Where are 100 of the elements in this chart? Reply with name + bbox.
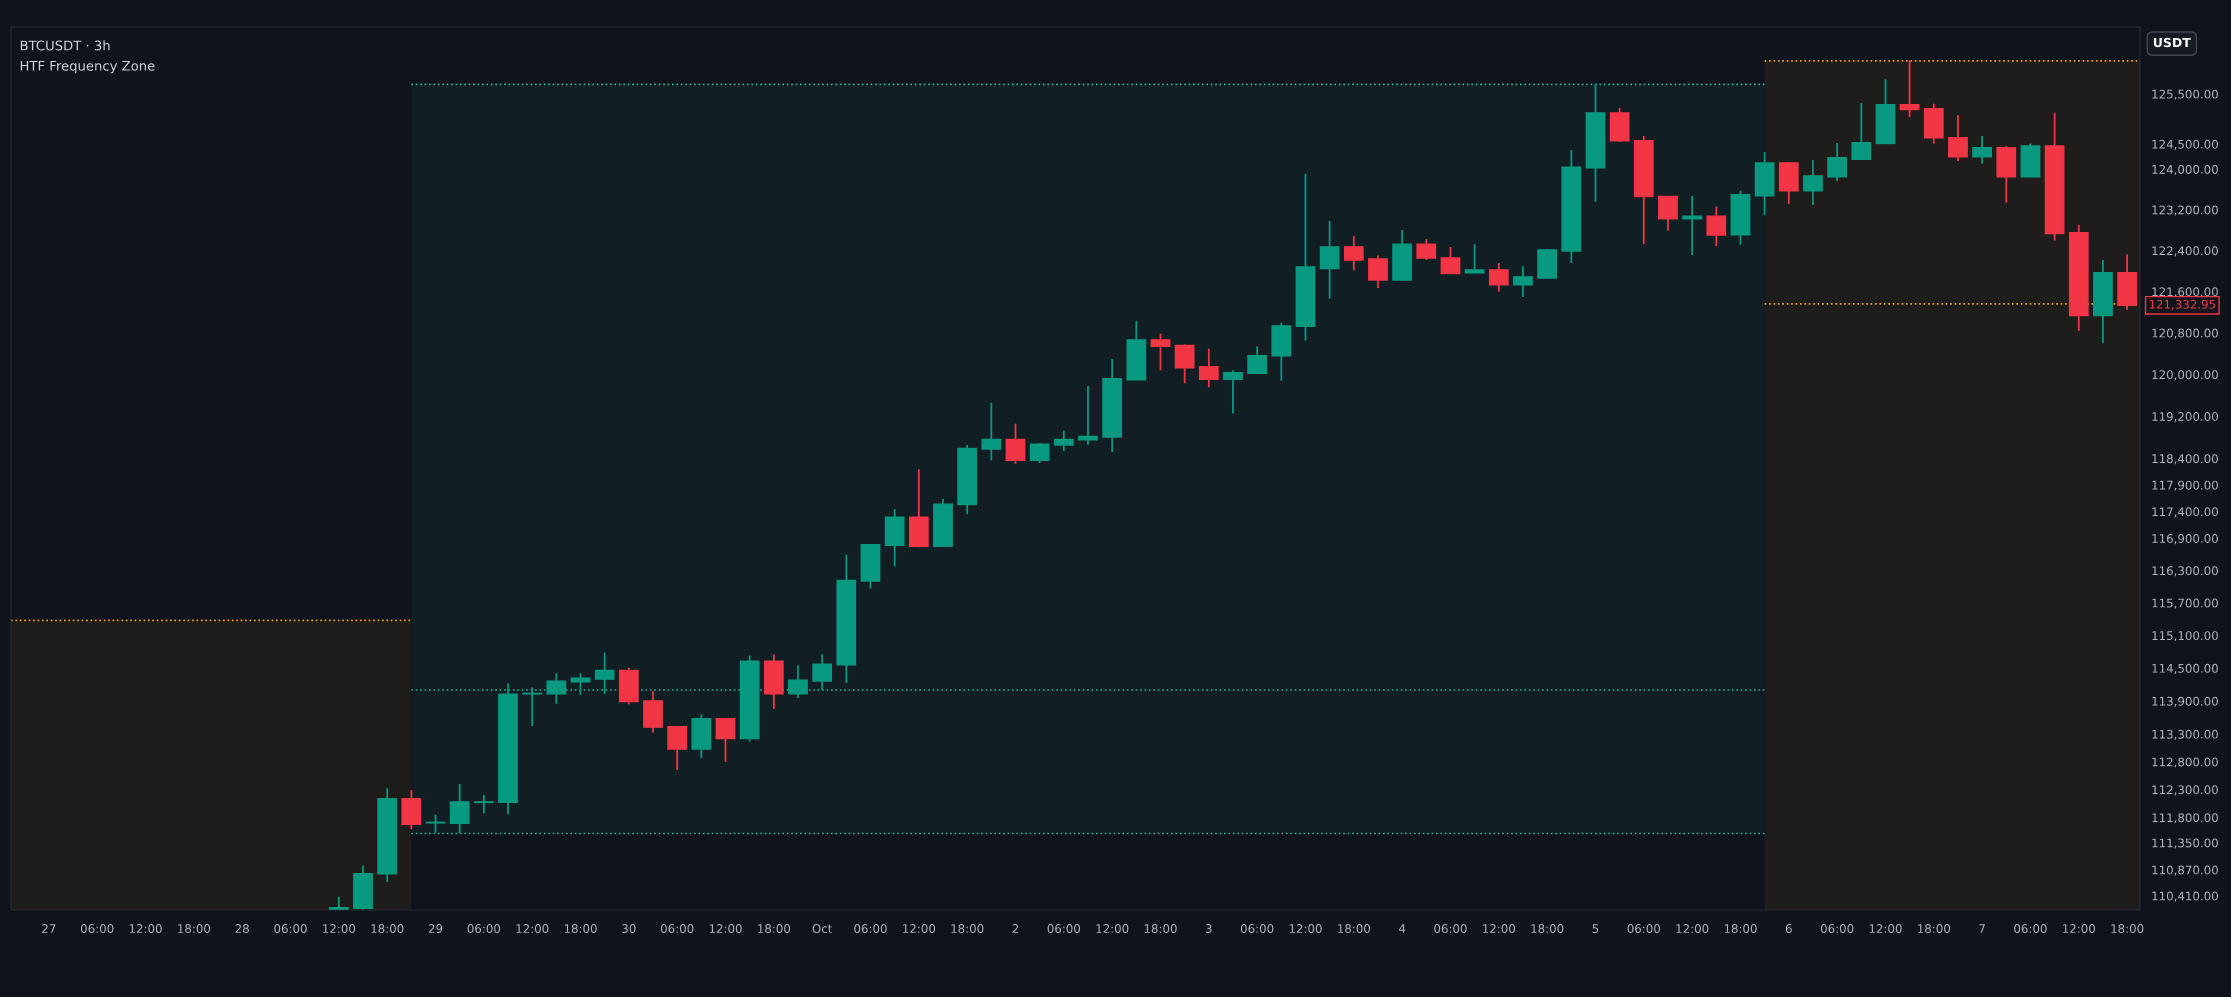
x-tick-label: 06:00 bbox=[660, 924, 694, 934]
y-tick-label: 110,410.00 bbox=[2152, 891, 2218, 902]
x-tick-label: 12:00 bbox=[1289, 924, 1322, 934]
candlestick bbox=[1488, 262, 1509, 293]
candlestick bbox=[1464, 243, 1485, 274]
candlestick bbox=[1150, 332, 1171, 372]
candlestick bbox=[1029, 442, 1050, 464]
x-tick-label: 18:00 bbox=[1531, 924, 1564, 934]
y-tick-label: 116,300.00 bbox=[2152, 566, 2218, 577]
candlestick bbox=[1706, 205, 1727, 247]
x-tick-label: 18:00 bbox=[1918, 924, 1951, 934]
y-tick-label: 111,350.00 bbox=[2152, 838, 2218, 849]
x-tick-label: 3 bbox=[1205, 924, 1212, 934]
x-tick-label: 7 bbox=[1979, 924, 1985, 933]
annotation: 121,332.95 bbox=[2149, 299, 2216, 310]
candlestick bbox=[473, 793, 494, 815]
x-tick-label: 18:00 bbox=[2111, 924, 2144, 934]
x-tick-label: 06:00 bbox=[274, 924, 307, 934]
x-tick-label: 06:00 bbox=[1627, 924, 1661, 934]
y-tick-label: 117,400.00 bbox=[2152, 507, 2218, 518]
candlestick bbox=[1343, 235, 1364, 272]
x-tick-label: 18:00 bbox=[371, 924, 404, 934]
text: HTF Frequency Zone bbox=[20, 60, 155, 74]
x-tick-label: 12:00 bbox=[1869, 924, 1902, 934]
x-tick-label: 06:00 bbox=[467, 924, 501, 934]
y-tick-label: 114,500.00 bbox=[2152, 663, 2218, 674]
y-tick-label: 110,870.00 bbox=[2152, 865, 2218, 876]
y-tick-label: 115,700.00 bbox=[2152, 598, 2218, 609]
y-tick-label: 122,400.00 bbox=[2152, 246, 2218, 257]
x-tick-label: 18:00 bbox=[1338, 924, 1371, 934]
x-tick-label: 06:00 bbox=[1240, 924, 1274, 934]
candlestick bbox=[570, 672, 591, 696]
candlestick bbox=[812, 653, 833, 691]
candlestick bbox=[449, 783, 470, 835]
candlestick bbox=[1005, 422, 1026, 465]
y-tick-label: 117,900.00 bbox=[2152, 480, 2218, 491]
y-tick-label: 120,000.00 bbox=[2152, 370, 2218, 381]
y-tick-label: 119,200.00 bbox=[2152, 412, 2218, 423]
x-tick-label: 06:00 bbox=[1434, 924, 1467, 934]
x-tick-label: 06:00 bbox=[2014, 924, 2047, 934]
x-tick-label: 18:00 bbox=[1144, 924, 1177, 934]
y-tick-label: 112,300.00 bbox=[2152, 785, 2218, 796]
x-tick-label: 4 bbox=[1398, 924, 1406, 933]
y-tick-label: 113,300.00 bbox=[2152, 729, 2218, 740]
candlestick bbox=[1513, 265, 1533, 298]
y-tick-label: 116,900.00 bbox=[2152, 534, 2218, 545]
candlestick bbox=[1053, 429, 1074, 452]
text: USDT bbox=[2153, 37, 2191, 48]
x-tick-label: 12:00 bbox=[516, 924, 549, 934]
text: BTCUSDT · 3h bbox=[20, 40, 110, 51]
x-tick-label: 12:00 bbox=[709, 924, 742, 934]
y-tick-label: 123,200.00 bbox=[2152, 205, 2218, 216]
candlestick bbox=[546, 672, 567, 705]
y-tick-label: 120,800.00 bbox=[2152, 328, 2218, 339]
y-tick-label: 118,400.00 bbox=[2152, 454, 2218, 465]
candlestick bbox=[1827, 142, 1848, 183]
candlestick bbox=[522, 686, 543, 727]
candlestick bbox=[1899, 59, 1920, 119]
x-tick-label: 5 bbox=[1592, 924, 1599, 934]
y-tick-label: 111,800.00 bbox=[2152, 813, 2218, 824]
candlestick bbox=[667, 725, 688, 771]
x-tick-label: 2 bbox=[1012, 924, 1019, 933]
candlestick bbox=[1682, 194, 1703, 257]
candlestick bbox=[1972, 135, 1992, 165]
x-tick-label: 12:00 bbox=[1676, 924, 1709, 934]
x-tick-label: 06:00 bbox=[1047, 924, 1081, 934]
x-tick-label: 28 bbox=[235, 924, 249, 934]
x-tick-label: 06:00 bbox=[1820, 924, 1854, 934]
y-tick-label: 113,900.00 bbox=[2152, 696, 2218, 707]
candlestick bbox=[1198, 347, 1219, 389]
x-tick-label: 12:00 bbox=[1483, 924, 1516, 934]
x-tick-label: 12:00 bbox=[903, 924, 936, 934]
candlestick bbox=[788, 664, 808, 699]
y-tick-label: 121,600.00 bbox=[2152, 287, 2218, 298]
x-tick-label: 12:00 bbox=[129, 924, 162, 934]
x-tick-label: 12:00 bbox=[1096, 924, 1129, 934]
x-tick-label: 29 bbox=[428, 924, 443, 934]
x-tick-label: 18:00 bbox=[758, 924, 791, 934]
candlestick bbox=[1851, 102, 1872, 162]
x-tick-label: 18:00 bbox=[1724, 924, 1757, 934]
candlestick bbox=[1440, 246, 1461, 275]
x-tick-label: Oct bbox=[812, 924, 833, 934]
y-tick-label: 124,000.00 bbox=[2152, 164, 2218, 176]
candlestick bbox=[1223, 369, 1243, 415]
candlestick bbox=[981, 401, 1002, 462]
candlestick bbox=[1948, 114, 1968, 162]
x-tick-label: 18:00 bbox=[951, 924, 984, 934]
x-tick-label: 18:00 bbox=[178, 924, 211, 934]
candlestick bbox=[594, 651, 615, 695]
x-tick-label: 12:00 bbox=[323, 924, 356, 934]
x-tick-label: 27 bbox=[42, 924, 56, 933]
x-tick-label: 12:00 bbox=[2063, 924, 2096, 934]
x-tick-label: 18:00 bbox=[564, 924, 597, 934]
candlestick bbox=[1247, 345, 1268, 375]
candlestick bbox=[1368, 254, 1388, 289]
candlestick bbox=[1416, 238, 1437, 261]
candlestick bbox=[715, 717, 736, 763]
x-tick-label: 30 bbox=[622, 924, 636, 934]
candlestick bbox=[1174, 343, 1195, 385]
candlestick bbox=[1319, 220, 1340, 300]
